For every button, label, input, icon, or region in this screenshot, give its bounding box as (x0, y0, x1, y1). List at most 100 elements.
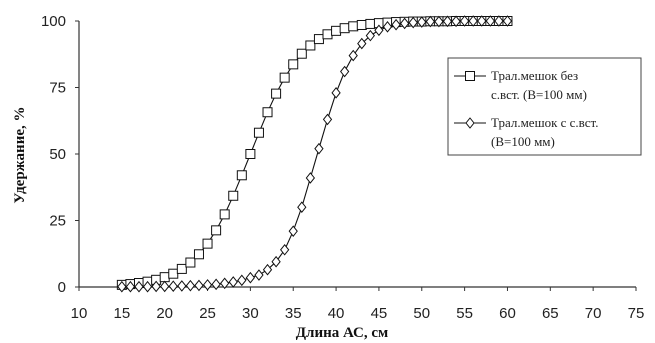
data-point-diamond (142, 280, 153, 293)
x-tick-label: 65 (542, 305, 559, 322)
x-axis-title: Длина АС, см (296, 325, 389, 341)
data-point-diamond (485, 15, 495, 27)
data-point-diamond (160, 280, 170, 293)
data-point-diamond (288, 225, 298, 237)
data-point-diamond (494, 15, 504, 27)
data-point-diamond (305, 172, 316, 184)
data-point-diamond (374, 24, 384, 37)
data-point-diamond (465, 117, 475, 129)
x-tick-label: 40 (328, 305, 345, 322)
y-axis-title: Удержание, % (12, 107, 28, 204)
data-point-square (305, 40, 316, 51)
legend-label: с.вст. (B=100 мм) (491, 87, 587, 102)
x-tick-label: 15 (114, 305, 131, 322)
data-point-diamond (399, 17, 410, 30)
data-point-square (228, 190, 239, 201)
x-tick-label: 25 (199, 305, 216, 322)
data-point-diamond (502, 15, 513, 27)
x-tick-label: 30 (242, 305, 259, 322)
y-tick-label: 50 (49, 146, 66, 163)
data-point-diamond (211, 278, 221, 291)
data-point-diamond (177, 280, 187, 292)
data-point-square (296, 48, 307, 59)
data-point-diamond (477, 15, 487, 27)
data-point-square (356, 19, 367, 30)
data-point-diamond (451, 15, 461, 28)
y-tick-label: 100 (41, 13, 66, 30)
series-2 (117, 15, 513, 293)
data-point-square (288, 59, 299, 70)
data-point-diamond (185, 279, 196, 292)
data-point-square (271, 88, 282, 99)
data-point-square (193, 249, 204, 260)
y-tick-label: 25 (49, 213, 66, 230)
data-point-diamond (280, 243, 290, 256)
data-point-square (465, 71, 475, 81)
series-group (116, 15, 513, 293)
data-point-square (365, 18, 376, 29)
data-point-square (348, 21, 359, 32)
x-tick-label: 45 (371, 305, 388, 322)
x-tick-label: 50 (413, 305, 430, 322)
data-point-square (253, 127, 264, 138)
legend-label: Трал.мешок без (491, 68, 578, 83)
data-point-diamond (442, 15, 453, 28)
data-point-diamond (228, 276, 238, 288)
data-point-diamond (168, 280, 178, 293)
x-tick-label: 75 (628, 305, 645, 322)
data-point-diamond (417, 16, 427, 28)
data-point-diamond (134, 280, 144, 293)
data-point-diamond (434, 15, 444, 28)
y-tick-label: 75 (49, 80, 66, 97)
legend-label: (B=100 мм) (491, 134, 555, 149)
data-point-square (279, 72, 290, 83)
data-point-diamond (357, 37, 367, 50)
data-point-diamond (117, 280, 127, 293)
data-point-square (322, 29, 333, 40)
x-tick-label: 10 (71, 305, 88, 322)
data-point-square (339, 23, 350, 34)
data-point-square (202, 238, 213, 249)
data-point-diamond (348, 49, 358, 62)
y-tick-label: 0 (58, 279, 66, 296)
data-point-diamond (245, 271, 256, 284)
data-point-diamond (194, 279, 204, 292)
data-point-diamond (331, 87, 341, 99)
tick-labels: 10 15 20 25 30 35 40 45 50 55 60 65 70 75 0 25 50 75 100 (41, 13, 644, 322)
data-point-square (159, 272, 170, 283)
data-point-square (185, 257, 196, 268)
legend-label: Трал.мешок с с.вст. (491, 115, 598, 130)
data-point-square (168, 268, 179, 279)
data-point-diamond (297, 201, 307, 214)
data-point-diamond (408, 16, 418, 29)
x-tick-label: 70 (585, 305, 602, 322)
data-point-diamond (151, 280, 161, 293)
data-point-diamond (322, 113, 333, 126)
legend-entry-1: Трал.мешок без с.вст. (B=100 мм) (454, 68, 587, 102)
data-point-square (313, 34, 324, 45)
data-point-diamond (237, 274, 247, 287)
x-tick-label: 20 (156, 305, 173, 322)
data-point-diamond (220, 277, 230, 290)
data-point-diamond (262, 263, 273, 276)
data-point-square (236, 170, 247, 181)
x-tick-label: 60 (499, 305, 516, 322)
data-point-diamond (271, 255, 281, 268)
data-point-square (211, 225, 222, 236)
data-point-square (219, 209, 230, 220)
legend-box (447, 57, 642, 156)
data-point-square (245, 149, 256, 159)
data-point-diamond (425, 15, 435, 28)
data-point-square (331, 25, 342, 36)
data-point-diamond (314, 142, 324, 155)
x-tick-label: 55 (456, 305, 473, 322)
x-tick-label: 35 (285, 305, 302, 322)
data-point-diamond (382, 21, 393, 33)
data-point-diamond (468, 15, 478, 27)
data-point-square (176, 263, 187, 274)
data-point-diamond (459, 15, 470, 27)
data-point-diamond (365, 29, 375, 42)
